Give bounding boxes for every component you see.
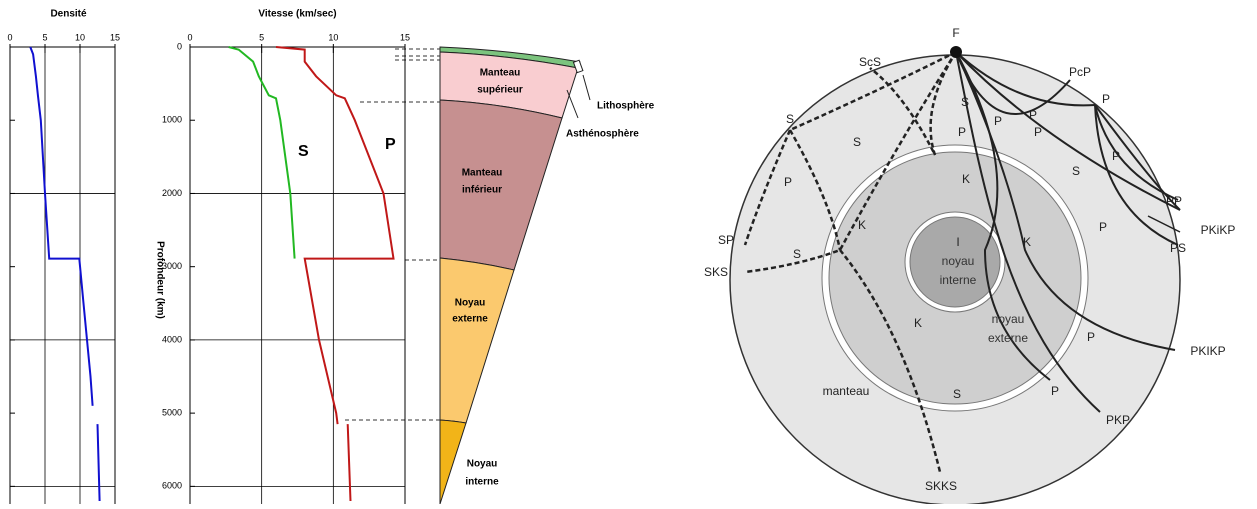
ray-label: K bbox=[914, 316, 922, 330]
ray-label: K bbox=[962, 172, 970, 186]
series-line bbox=[29, 46, 101, 502]
region-label: interne bbox=[940, 273, 977, 287]
s-rays bbox=[743, 50, 958, 473]
chart-title: Densité bbox=[50, 9, 87, 20]
series-label: P bbox=[385, 136, 396, 153]
ray-label: S bbox=[786, 112, 794, 126]
ray-label: I bbox=[956, 235, 959, 249]
layer-label: supérieur bbox=[477, 85, 523, 96]
connectors bbox=[345, 48, 440, 421]
y-axis-label: Profondeur (km) bbox=[154, 241, 165, 319]
y-tick-label: 3000 bbox=[162, 261, 182, 271]
x-tick-label: 15 bbox=[110, 32, 120, 42]
layer-label: Manteau bbox=[462, 168, 503, 179]
arrow bbox=[1147, 215, 1181, 233]
layer-label: inférieur bbox=[462, 185, 502, 196]
layer-label: Noyau bbox=[455, 298, 486, 309]
ray-label: PP bbox=[1166, 194, 1182, 208]
ray-label: SP bbox=[718, 233, 734, 247]
layer-label: Lithosphère bbox=[597, 101, 655, 112]
ray bbox=[743, 129, 792, 246]
ray-label: S bbox=[953, 387, 961, 401]
ray-label: S bbox=[853, 135, 861, 149]
inner-core bbox=[909, 216, 1001, 308]
y-tick-label: 6000 bbox=[162, 481, 182, 491]
ray bbox=[955, 51, 1101, 413]
lithosphere-box bbox=[572, 59, 584, 74]
layer-label: externe bbox=[452, 314, 488, 325]
ray-label: S bbox=[1072, 164, 1080, 178]
x-tick-label: 15 bbox=[400, 32, 410, 42]
x-tick-label: 10 bbox=[75, 32, 85, 42]
ray-label: manteau bbox=[823, 384, 870, 398]
chart-title: Vitesse (km/sec) bbox=[258, 9, 336, 20]
ray-label: PKP bbox=[1106, 413, 1130, 427]
ray bbox=[839, 249, 942, 473]
ray-label: P bbox=[1102, 92, 1110, 106]
plot-frame bbox=[9, 46, 116, 509]
layer-labels: Manteau supérieur Lithosphère Asthénosph… bbox=[452, 68, 654, 488]
rays bbox=[955, 51, 1181, 413]
ray-label: PcP bbox=[1069, 65, 1091, 79]
ray-label: S bbox=[793, 247, 801, 261]
ray-label: P bbox=[1099, 220, 1107, 234]
y-tick-label: 2000 bbox=[162, 188, 182, 198]
layer-label: Manteau bbox=[480, 68, 521, 79]
series-line bbox=[275, 46, 395, 502]
ray bbox=[869, 51, 958, 156]
ray bbox=[1094, 104, 1181, 211]
region-label: noyau bbox=[942, 254, 975, 268]
x-tick-label: 0 bbox=[7, 32, 12, 42]
ray-label: ScS bbox=[859, 55, 881, 69]
ray-label: P bbox=[1029, 108, 1037, 122]
earth-wedge bbox=[439, 46, 591, 505]
focus bbox=[950, 46, 962, 58]
y-tick-label: 1000 bbox=[162, 115, 182, 125]
region-label: noyau bbox=[992, 312, 1025, 326]
ray-label: P bbox=[1051, 384, 1059, 398]
ray bbox=[955, 51, 1051, 381]
layer-label: Asthénosphère bbox=[566, 129, 639, 140]
series-line bbox=[228, 46, 296, 259]
arrow bbox=[582, 74, 591, 101]
plot-frame bbox=[189, 46, 406, 509]
x-tick-label: 5 bbox=[259, 32, 264, 42]
inner-core bbox=[439, 419, 467, 505]
ray-label: PKiKP bbox=[1201, 223, 1236, 237]
ray-label: K bbox=[858, 218, 866, 232]
x-tick-label: 10 bbox=[328, 32, 338, 42]
ray bbox=[789, 50, 957, 132]
ray bbox=[788, 129, 842, 251]
y-tick-label: 4000 bbox=[162, 334, 182, 344]
ray-label: SKKS bbox=[925, 479, 957, 493]
series-label: S bbox=[298, 143, 309, 160]
x-tick-label: 5 bbox=[42, 32, 47, 42]
ray-label: S bbox=[961, 95, 969, 109]
layer-label: Noyau bbox=[467, 459, 498, 470]
ray-diagram bbox=[729, 46, 1181, 506]
ray-label: K bbox=[1023, 235, 1031, 249]
ray-label: SKS bbox=[704, 265, 728, 279]
outer-core bbox=[439, 257, 515, 424]
ray-label: PKIKP bbox=[1190, 344, 1225, 358]
ray bbox=[1094, 104, 1179, 246]
ray-label: P bbox=[1087, 330, 1095, 344]
region-label: externe bbox=[988, 331, 1028, 345]
ray-label: P bbox=[784, 175, 792, 189]
x-tick-label: 0 bbox=[187, 32, 192, 42]
ray-label: P bbox=[994, 114, 1002, 128]
y-tick-label: 5000 bbox=[162, 408, 182, 418]
arrow bbox=[566, 89, 579, 119]
ray-label: P bbox=[1034, 125, 1042, 139]
ray bbox=[955, 51, 1176, 351]
y-tick-label: 0 bbox=[177, 41, 182, 51]
ray-label: P bbox=[1112, 149, 1120, 163]
ray-label: P bbox=[958, 125, 966, 139]
ray bbox=[955, 51, 1096, 107]
layer-label: interne bbox=[465, 477, 499, 488]
ray-label: F bbox=[952, 26, 959, 40]
ray bbox=[955, 51, 1181, 211]
ray-label: PS bbox=[1170, 241, 1186, 255]
